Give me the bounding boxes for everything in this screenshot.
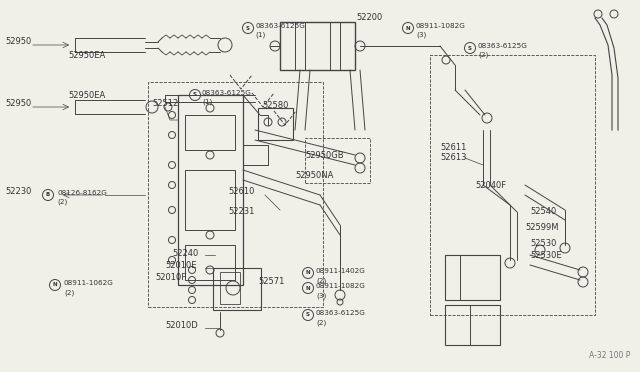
Bar: [220, 272, 240, 304]
Text: (2): (2): [316, 320, 326, 326]
Text: 52580: 52580: [262, 100, 289, 109]
Bar: [305, 138, 370, 183]
Text: 52540: 52540: [530, 208, 556, 217]
Text: 08363-6125G: 08363-6125G: [202, 90, 252, 96]
Text: 08363-6125G: 08363-6125G: [478, 43, 528, 49]
Text: 52950: 52950: [5, 99, 31, 109]
Text: 08363-6125G: 08363-6125G: [316, 310, 366, 316]
Text: (2): (2): [64, 290, 74, 296]
Text: 52950NA: 52950NA: [295, 170, 333, 180]
Bar: [185, 245, 235, 280]
Circle shape: [403, 22, 413, 33]
Text: 52530: 52530: [530, 238, 556, 247]
Text: (1): (1): [202, 99, 212, 105]
Text: 52950: 52950: [5, 38, 31, 46]
Text: 52240: 52240: [172, 248, 198, 257]
Text: 08363-6125G: 08363-6125G: [255, 23, 305, 29]
Text: (3): (3): [316, 293, 326, 299]
Text: 52231: 52231: [228, 208, 254, 217]
Bar: [213, 268, 261, 310]
Bar: [445, 305, 500, 345]
Bar: [445, 255, 500, 300]
Circle shape: [49, 279, 61, 291]
Text: 52950GB: 52950GB: [305, 151, 344, 160]
Circle shape: [189, 90, 200, 100]
Text: N: N: [306, 285, 310, 291]
Text: (3): (3): [416, 32, 426, 38]
Text: 52230: 52230: [5, 187, 31, 196]
Text: N: N: [306, 270, 310, 276]
Text: S: S: [193, 93, 197, 97]
Text: 08126-8162G: 08126-8162G: [57, 190, 107, 196]
Text: 52950EA: 52950EA: [68, 90, 105, 99]
Text: 52613: 52613: [440, 154, 467, 163]
Text: 52611: 52611: [440, 144, 467, 153]
Circle shape: [303, 310, 314, 321]
Text: N: N: [406, 26, 410, 31]
Text: 52010E: 52010E: [165, 262, 196, 270]
Bar: [148, 82, 323, 307]
Circle shape: [303, 282, 314, 294]
Text: 52950EA: 52950EA: [68, 51, 105, 60]
Text: (2): (2): [478, 52, 488, 58]
Text: (2): (2): [316, 278, 326, 284]
Text: 52530E: 52530E: [530, 251, 562, 260]
Text: (2): (2): [57, 199, 67, 205]
Circle shape: [303, 267, 314, 279]
Text: S: S: [246, 26, 250, 31]
Bar: [178, 95, 243, 285]
Bar: [430, 55, 595, 315]
Text: 08911-1062G: 08911-1062G: [64, 280, 114, 286]
Text: 52010F: 52010F: [155, 273, 186, 282]
Text: 52571: 52571: [258, 278, 284, 286]
Circle shape: [42, 189, 54, 201]
Text: 08911-1082G: 08911-1082G: [416, 23, 466, 29]
Text: 52040F: 52040F: [475, 180, 506, 189]
Text: 08911-1402G: 08911-1402G: [316, 268, 366, 274]
Text: A-32 100 P: A-32 100 P: [589, 351, 630, 360]
Text: 08911-1082G: 08911-1082G: [316, 283, 366, 289]
Text: S: S: [306, 312, 310, 317]
Text: N: N: [52, 282, 58, 288]
Text: 52512: 52512: [152, 99, 179, 109]
Circle shape: [465, 42, 476, 54]
Text: (1): (1): [255, 32, 265, 38]
Text: 52610: 52610: [228, 187, 254, 196]
Text: B: B: [46, 192, 50, 198]
Text: 52200: 52200: [356, 13, 382, 22]
Bar: [280, 22, 355, 70]
Bar: [258, 108, 293, 140]
Text: 52599M: 52599M: [525, 224, 559, 232]
Circle shape: [243, 22, 253, 33]
Bar: [185, 170, 235, 230]
Bar: [185, 115, 235, 150]
Text: 52010D: 52010D: [165, 321, 198, 330]
Text: S: S: [468, 45, 472, 51]
